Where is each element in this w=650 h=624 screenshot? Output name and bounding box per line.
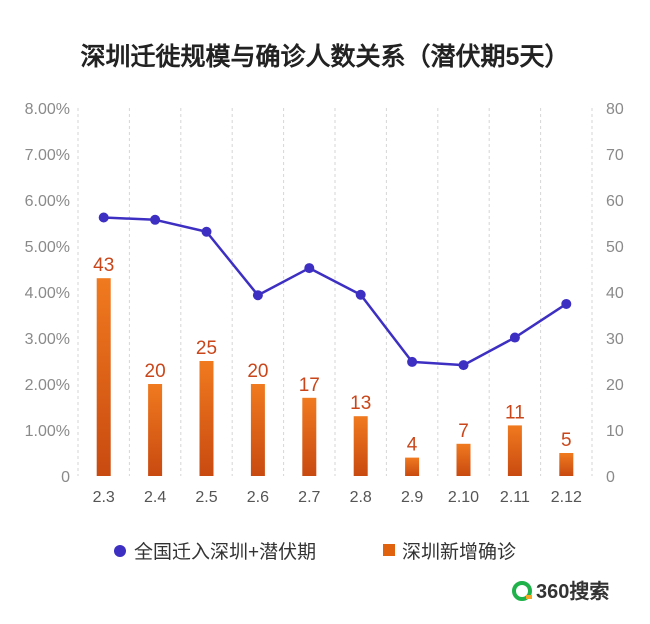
bar-data-label: 20: [247, 361, 268, 382]
x-tick-label: 2.4: [144, 489, 166, 506]
legend-bar-marker: [383, 544, 395, 556]
bar-data-label: 13: [350, 393, 371, 414]
x-tick-label: 2.9: [401, 489, 423, 506]
left-tick-label: 1.00%: [25, 423, 70, 440]
line-point: [458, 360, 469, 371]
bar-data-label: 4: [407, 435, 418, 456]
bar-data-label: 43: [93, 255, 114, 276]
bar: [507, 425, 522, 476]
brand-q-tail: [526, 595, 532, 599]
legend: 全国迁入深圳+潜伏期 深圳新增确诊: [114, 541, 516, 563]
right-tick-label: 70: [606, 147, 624, 164]
line-point: [355, 289, 366, 300]
x-tick-label: 2.12: [551, 489, 582, 506]
x-tick-label: 2.10: [448, 489, 479, 506]
x-tick-label: 2.6: [247, 489, 269, 506]
legend-line-label: 全国迁入深圳+潜伏期: [134, 541, 316, 563]
x-tick-label: 2.8: [350, 489, 372, 506]
right-tick-label: 80: [606, 101, 624, 118]
right-tick-label: 10: [606, 423, 624, 440]
x-tick-label: 2.11: [500, 489, 530, 506]
left-tick-label: 7.00%: [25, 147, 70, 164]
line-point: [150, 214, 161, 225]
bar: [353, 416, 368, 476]
legend-bar-label: 深圳新增确诊: [402, 541, 516, 563]
right-tick-label: 30: [606, 331, 624, 348]
bar-data-label: 20: [145, 361, 166, 382]
bar-data-label: 5: [561, 430, 572, 451]
bar: [199, 361, 214, 476]
left-tick-label: 8.00%: [25, 101, 70, 118]
x-axis: 2.3 2.4 2.5 2.6 2.7 2.8 2.9 2.10 2.11 2.12: [93, 489, 582, 506]
bar-series: 43 20 25 20 17 13 4 7 11 5: [93, 255, 574, 476]
right-tick-label: 40: [606, 285, 624, 302]
left-axis: 0 1.00% 2.00% 3.00% 4.00% 5.00% 6.00% 7.00% 8.00…: [25, 101, 70, 486]
left-tick-label: 6.00%: [25, 193, 70, 210]
x-tick-label: 2.5: [195, 489, 217, 506]
right-axis: 0 10 20 30 40 50 60 70 80: [606, 101, 624, 486]
bar: [405, 457, 420, 476]
right-tick-label: 0: [606, 469, 615, 486]
x-tick-label: 2.3: [93, 489, 115, 506]
x-tick-label: 2.7: [298, 489, 320, 506]
grid-layer: [77, 108, 593, 476]
line-point: [252, 290, 263, 301]
left-tick-label: 5.00%: [25, 239, 70, 256]
right-tick-label: 60: [606, 193, 624, 210]
bar-data-label: 17: [299, 375, 320, 396]
left-tick-label: 4.00%: [25, 285, 70, 302]
brand-name: 360搜索: [536, 579, 609, 603]
brand-logo: 360搜索: [512, 579, 609, 603]
left-tick-label: 0: [61, 469, 70, 486]
line-series: [98, 212, 572, 371]
line-point: [561, 298, 572, 309]
bar-data-label: 25: [196, 338, 217, 359]
line-path: [103, 216, 567, 367]
line-point: [201, 226, 212, 237]
line-point: [509, 332, 520, 343]
bar: [148, 384, 163, 476]
right-tick-label: 50: [606, 239, 624, 256]
bar-data-label: 11: [505, 402, 525, 423]
left-tick-label: 2.00%: [25, 377, 70, 394]
chart-title: 深圳迁徙规模与确诊人数关系（潜伏期5天）: [81, 42, 570, 71]
bar: [302, 397, 317, 476]
line-point: [98, 212, 109, 223]
bar: [250, 384, 265, 476]
bar-data-label: 7: [458, 421, 469, 442]
bar: [456, 443, 471, 476]
line-point: [304, 263, 315, 274]
left-tick-label: 3.00%: [25, 331, 70, 348]
legend-line-marker: [114, 545, 126, 557]
bar: [559, 453, 574, 476]
line-point: [407, 356, 418, 367]
brand-q-icon: [512, 581, 532, 601]
right-tick-label: 20: [606, 377, 624, 394]
bar: [96, 278, 111, 476]
